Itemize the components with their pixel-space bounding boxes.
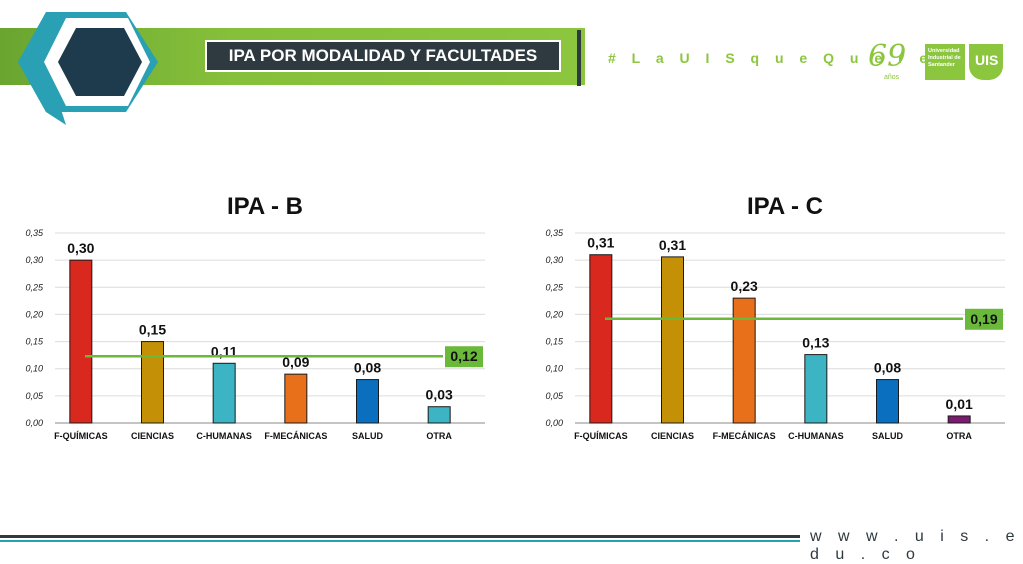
y-tick-label: 0,05 bbox=[25, 391, 44, 401]
x-tick-label: OTRA bbox=[946, 431, 972, 441]
reference-badge bbox=[965, 308, 1003, 330]
shield-icon bbox=[969, 44, 1003, 80]
data-label: 0,08 bbox=[874, 360, 901, 376]
x-tick-label: F-MECÁNICAS bbox=[264, 431, 327, 441]
data-label: 0,13 bbox=[802, 335, 829, 351]
y-tick-label: 0,25 bbox=[545, 282, 564, 292]
chart-ipa-c: IPA - C 0,00 0,05 0,10 0,15 0,20 0,25 0,30 0,35 0… bbox=[545, 193, 1005, 441]
y-tick-label: 0,15 bbox=[545, 337, 564, 347]
y-tick-label: 0,30 bbox=[25, 255, 43, 265]
header-divider bbox=[577, 30, 581, 86]
footer-url[interactable]: w w w . u i s . e d u . c o bbox=[810, 528, 1021, 563]
x-tick-label: F-MECÁNICAS bbox=[713, 431, 776, 441]
chart-title: IPA - C bbox=[747, 193, 823, 220]
y-tick-label: 0,30 bbox=[545, 255, 563, 265]
reference-label: 0,12 bbox=[450, 348, 477, 364]
data-label: 0,23 bbox=[731, 278, 758, 294]
university-logo: Universidad Industrial de Santander bbox=[925, 44, 965, 80]
hashtag-text: # L a U I S q u e Q u e r e m o s bbox=[608, 50, 1010, 66]
data-label: 0,15 bbox=[139, 322, 166, 338]
chart-title: IPA - B bbox=[227, 193, 303, 220]
chart-ipa-b: IPA - B 0,00 0,05 0,10 0,15 0,20 0,25 0,30 0,35 0… bbox=[25, 193, 485, 441]
data-label: 0,31 bbox=[659, 237, 686, 253]
data-label: 0,01 bbox=[946, 396, 973, 412]
anniversary-logo: 69 bbox=[868, 39, 907, 74]
bar bbox=[732, 297, 756, 424]
y-tick-label: 0,05 bbox=[545, 391, 564, 401]
y-tick-label: 0,00 bbox=[545, 418, 563, 428]
bar bbox=[284, 373, 308, 424]
x-tick-label: C-HUMANAS bbox=[788, 431, 844, 441]
y-tick-label: 0,20 bbox=[545, 309, 563, 319]
x-tick-label: OTRA bbox=[426, 431, 452, 441]
anniversary-years: años bbox=[884, 74, 900, 81]
x-tick-label: F-QUÍMICAS bbox=[54, 431, 108, 441]
y-tick-label: 0,35 bbox=[25, 228, 44, 238]
bar bbox=[804, 354, 828, 424]
reference-badge bbox=[445, 346, 483, 368]
bar bbox=[427, 406, 451, 424]
y-tick-label: 0,20 bbox=[25, 309, 43, 319]
bar bbox=[356, 379, 379, 424]
x-tick-label: C-HUMANAS bbox=[196, 431, 252, 441]
x-tick-label: F-QUÍMICAS bbox=[574, 431, 628, 441]
y-tick-label: 0,00 bbox=[25, 418, 43, 428]
data-label: 0,08 bbox=[354, 360, 381, 376]
y-tick-label: 0,10 bbox=[545, 364, 563, 374]
footer-lines bbox=[0, 535, 800, 542]
reference-label: 0,19 bbox=[970, 311, 997, 327]
hexagon-logo bbox=[18, 12, 158, 125]
data-label: 0,30 bbox=[67, 240, 94, 256]
y-tick-label: 0,25 bbox=[25, 282, 44, 292]
data-label: 0,03 bbox=[426, 387, 453, 403]
data-label: 0,31 bbox=[587, 235, 614, 251]
bar bbox=[141, 341, 164, 424]
bar bbox=[69, 259, 93, 424]
x-tick-label: CIENCIAS bbox=[651, 431, 694, 441]
x-tick-label: SALUD bbox=[872, 431, 903, 441]
bar bbox=[876, 379, 899, 424]
page-title: IPA POR MODALIDAD Y FACULTADES bbox=[205, 40, 561, 72]
shield-label: UIS bbox=[975, 52, 999, 68]
y-tick-label: 0,35 bbox=[545, 228, 564, 238]
bar bbox=[947, 415, 971, 424]
bar bbox=[212, 362, 236, 424]
bar bbox=[661, 256, 684, 424]
y-tick-label: 0,15 bbox=[25, 337, 44, 347]
x-tick-label: CIENCIAS bbox=[131, 431, 174, 441]
data-label: 0,09 bbox=[282, 354, 309, 370]
y-tick-label: 0,10 bbox=[25, 364, 43, 374]
x-tick-label: SALUD bbox=[352, 431, 383, 441]
bar bbox=[589, 254, 613, 424]
